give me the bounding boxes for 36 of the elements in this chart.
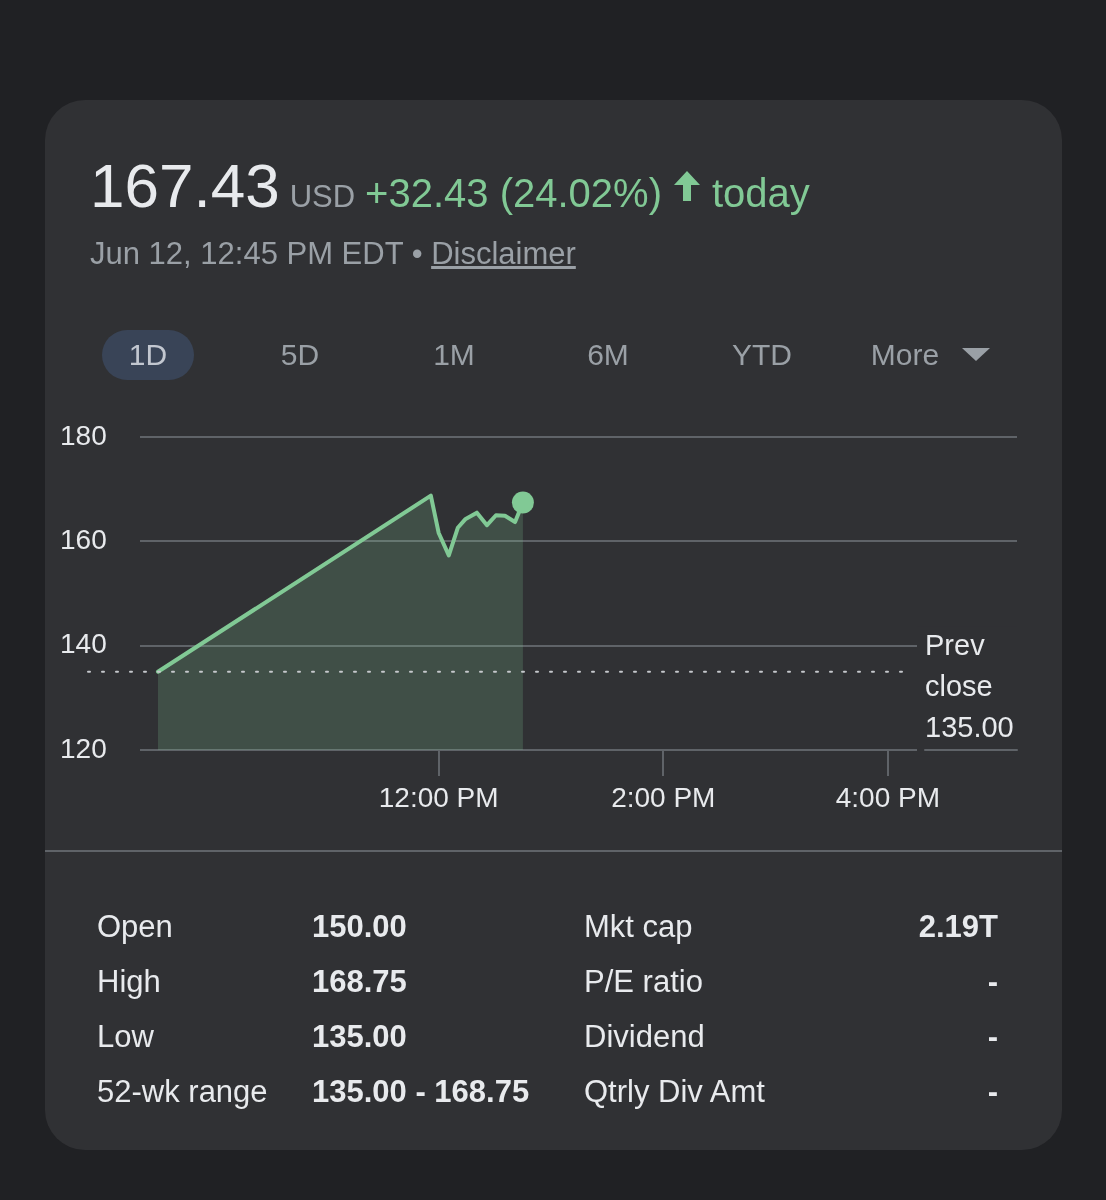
text: 52-wk range <box>97 1073 268 1111</box>
y-tick-label: 160 <box>60 524 107 556</box>
text: 1M <box>433 337 475 373</box>
text: - <box>987 1018 998 1056</box>
text: 6M <box>587 337 629 373</box>
text: 168.75 <box>312 963 407 1001</box>
text: 1D <box>102 330 194 380</box>
text: YTD <box>732 337 792 373</box>
text: Open <box>97 908 173 946</box>
x-tick-label: 4:00 PM <box>835 781 940 813</box>
chart-title: 167.43 <box>90 150 280 221</box>
text: +32.43 (24.02%) <box>365 171 662 216</box>
x-tick-label: 2:00 PM <box>611 781 716 813</box>
ref-line-label: Prev close 135.00 <box>925 628 1014 743</box>
text: P/E ratio <box>584 963 703 1001</box>
text: 135.00 - 168.75 <box>312 1073 530 1111</box>
chart-subtitle: Jun 12, 12:45 PM EDT • <box>90 236 424 271</box>
text: 135.00 <box>312 1018 407 1056</box>
text: 2.19T <box>918 908 998 946</box>
y-tick-label: 140 <box>60 628 107 660</box>
text: 5D <box>280 337 320 373</box>
y-tick-label: 120 <box>60 732 107 764</box>
text: Low <box>97 1018 154 1056</box>
x-tick-label: 12:00 PM <box>378 781 499 813</box>
text: today <box>711 171 810 216</box>
text: Disclaimer <box>431 236 576 271</box>
y-tick-label: 180 <box>60 419 107 451</box>
text: USD <box>289 179 356 215</box>
text: - <box>987 963 998 1001</box>
text: Mkt cap <box>584 908 693 946</box>
text: - <box>987 1073 998 1111</box>
text: Dividend <box>584 1018 705 1056</box>
text: Qtrly Div Amt <box>584 1073 765 1111</box>
text: More <box>870 337 940 373</box>
text: High <box>97 963 161 1001</box>
text: 150.00 <box>312 908 407 946</box>
